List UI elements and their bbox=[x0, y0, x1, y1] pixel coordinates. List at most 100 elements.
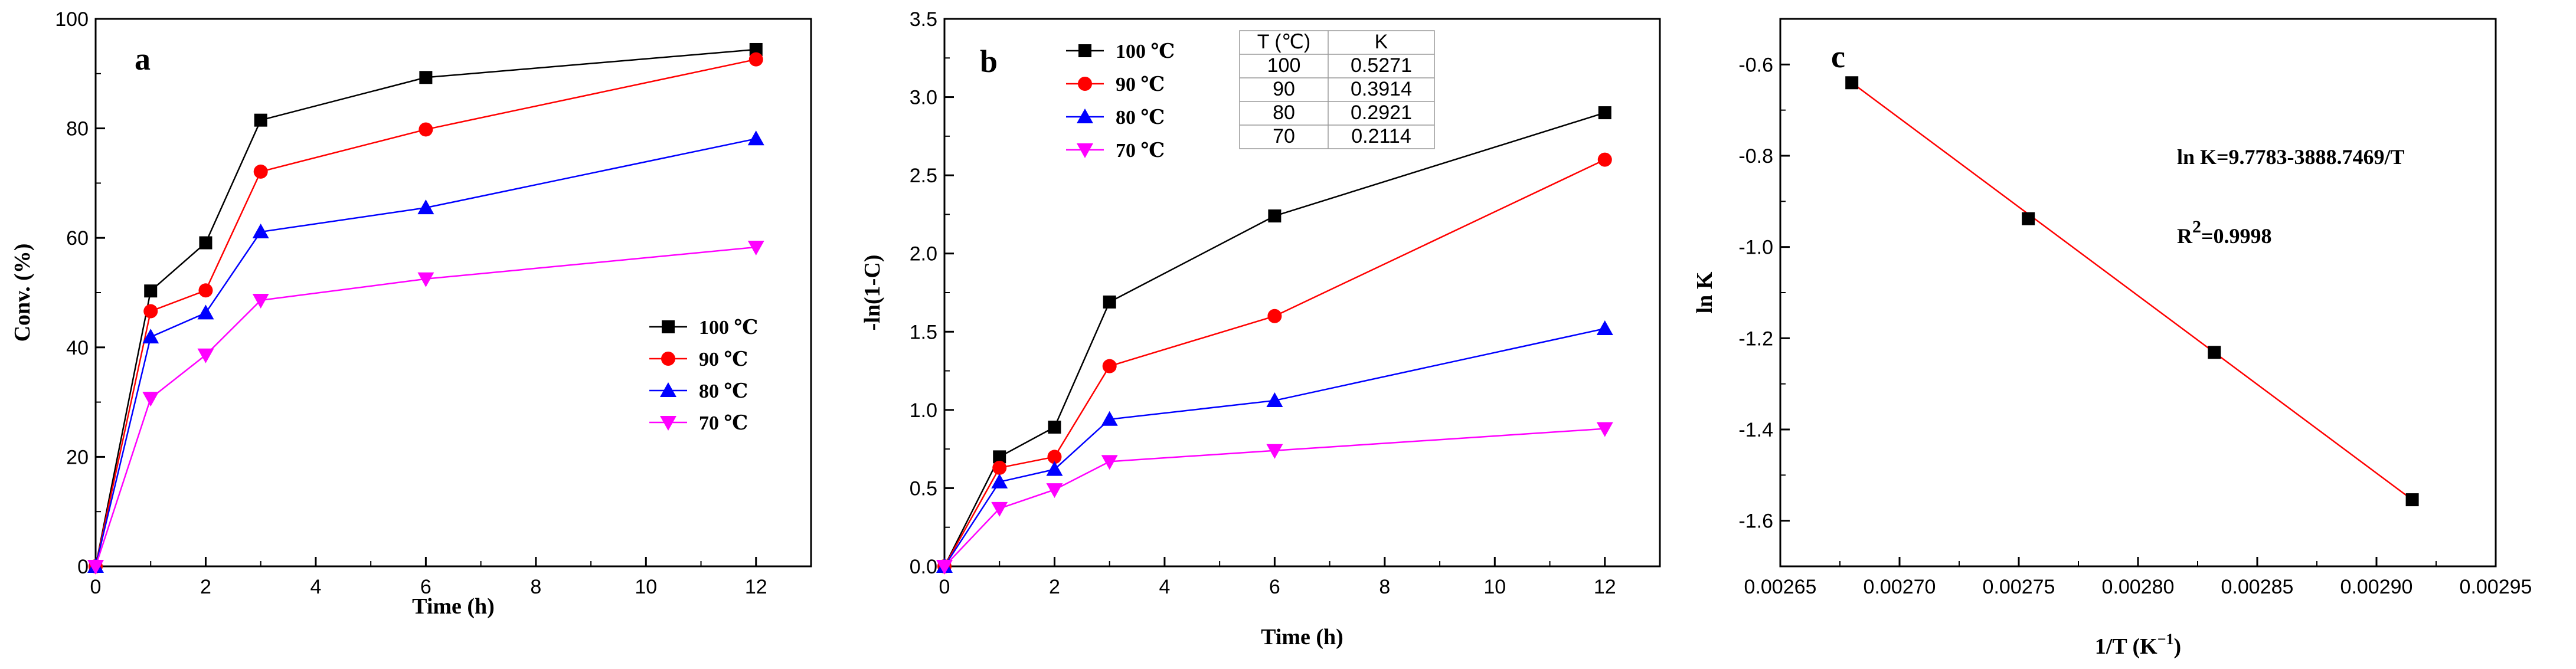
x-axis-title-a: Time (h) bbox=[412, 594, 495, 619]
data-point bbox=[1046, 483, 1063, 499]
y-tick-label: 80 bbox=[66, 118, 89, 140]
data-point bbox=[142, 329, 159, 344]
data-point bbox=[2208, 346, 2221, 359]
data-point bbox=[991, 501, 1008, 517]
data-point bbox=[142, 392, 159, 407]
table-cell: 70 bbox=[1273, 125, 1295, 147]
x-tick-label: 12 bbox=[745, 576, 767, 598]
y-tick-label: -1.4 bbox=[1738, 419, 1773, 441]
data-point bbox=[1845, 76, 1859, 90]
legend-label: 80 ℃ bbox=[1116, 107, 1165, 129]
data-point bbox=[144, 284, 158, 298]
data-point bbox=[198, 283, 213, 298]
table-cell: 80 bbox=[1273, 101, 1295, 124]
x-axis-title-b: Time (h) bbox=[1261, 625, 1343, 650]
y-tick-label: -0.6 bbox=[1738, 54, 1773, 76]
x-tick-label: 4 bbox=[1159, 576, 1170, 598]
data-point bbox=[417, 272, 434, 287]
panel-b: 0 2 4 6 8 10 12 0.0 0.5 1.0 1.5 2.0 2.5 3.0 3.5 b Time… bbox=[860, 8, 1661, 650]
series-line-0 bbox=[943, 112, 1606, 567]
data-point bbox=[1266, 392, 1283, 407]
x-tick-label: 0.00280 bbox=[2102, 576, 2175, 598]
legend-marker bbox=[1077, 109, 1093, 123]
data-point bbox=[419, 71, 433, 84]
r-squared: R2=0.9998 bbox=[2177, 217, 2272, 248]
x-tick-label: 0.00270 bbox=[1864, 576, 1936, 598]
x-tick-label: 0.00275 bbox=[1983, 576, 2055, 598]
data-point bbox=[1101, 411, 1118, 426]
table-cell: 0.2921 bbox=[1351, 101, 1412, 124]
x-tick-label: 0.00295 bbox=[2460, 576, 2532, 598]
data-point bbox=[1048, 421, 1061, 434]
fit-line bbox=[1851, 82, 2413, 501]
legend-label: 70 ℃ bbox=[699, 412, 748, 434]
data-point bbox=[143, 304, 158, 319]
legend-marker bbox=[661, 352, 675, 366]
y-tick-label: 0.0 bbox=[910, 556, 937, 578]
y-axis-title-c: ln K bbox=[1692, 271, 1717, 313]
x-tick-label: 6 bbox=[420, 576, 431, 598]
table-cell: 90 bbox=[1273, 78, 1295, 100]
panel-a: 0 2 4 6 8 10 12 0 20 40 60 80 100 a Time (h) Conv. (… bbox=[10, 8, 812, 619]
legend-marker bbox=[660, 382, 676, 397]
data-point bbox=[2405, 493, 2419, 507]
data-point bbox=[991, 473, 1008, 488]
data-point bbox=[749, 42, 763, 56]
table-cell: 0.5271 bbox=[1351, 54, 1412, 77]
y-tick-label: 3.0 bbox=[910, 87, 937, 109]
data-point bbox=[1267, 309, 1282, 323]
legend-marker bbox=[1077, 143, 1093, 158]
data-point bbox=[1598, 106, 1611, 120]
x-tick-label: 0.00285 bbox=[2221, 576, 2294, 598]
legend-label: 100 ℃ bbox=[1116, 41, 1175, 63]
legend-label: 100 ℃ bbox=[699, 317, 758, 339]
y-axis-title-a: Conv. (%) bbox=[10, 244, 35, 342]
legend-b: 100 ℃ 90 ℃ 80 ℃ 70 ℃ bbox=[1066, 41, 1175, 162]
table-frame bbox=[1239, 30, 1435, 149]
data-point bbox=[1101, 455, 1118, 470]
data-point bbox=[1268, 209, 1282, 223]
fit-equation: ln K=9.7783-3888.7469/T bbox=[2177, 145, 2405, 169]
x-tick-label: 0 bbox=[90, 576, 102, 598]
series-line-2 bbox=[943, 327, 1606, 567]
data-point bbox=[87, 560, 104, 575]
data-point bbox=[197, 304, 214, 320]
x-tick-label: 6 bbox=[1269, 576, 1280, 598]
x-tick-label: 10 bbox=[635, 576, 657, 598]
data-point bbox=[199, 236, 213, 250]
series-line-3 bbox=[944, 428, 1605, 567]
y-tick-label: 2.0 bbox=[910, 243, 937, 265]
plot-frame-c bbox=[1779, 18, 2497, 568]
data-point bbox=[254, 113, 267, 127]
panel-label-c: c bbox=[1831, 39, 1845, 74]
y-axis-title-b: -ln(1-C) bbox=[860, 255, 885, 331]
data-point bbox=[1266, 444, 1283, 459]
data-point bbox=[252, 293, 269, 309]
legend-label: 70 ℃ bbox=[1116, 140, 1165, 162]
x-tick-label: 0.00265 bbox=[1744, 576, 1817, 598]
y-tick-label: 2.5 bbox=[910, 165, 937, 187]
data-point bbox=[197, 348, 214, 363]
y-tick-label: 100 bbox=[55, 8, 89, 31]
table-cell: 100 bbox=[1267, 54, 1301, 77]
data-point bbox=[747, 130, 764, 146]
y-tick-label: 0.5 bbox=[910, 477, 937, 500]
data-point bbox=[1102, 359, 1117, 373]
data-point bbox=[1596, 320, 1613, 335]
data-point bbox=[748, 52, 763, 67]
data-point bbox=[253, 164, 268, 179]
table-cell: 0.2114 bbox=[1351, 125, 1411, 147]
legend-a: 100 ℃ 90 ℃ 80 ℃ 70 ℃ bbox=[649, 317, 758, 434]
data-point bbox=[417, 199, 434, 215]
y-tick-label: -1.0 bbox=[1738, 237, 1773, 259]
data-point bbox=[747, 240, 764, 255]
x-tick-label: 2 bbox=[200, 576, 211, 598]
y-tick-label: -1.6 bbox=[1738, 510, 1773, 533]
y-tick-label: 3.5 bbox=[910, 8, 937, 31]
y-tick-label: 0 bbox=[77, 556, 89, 578]
data-point bbox=[936, 560, 953, 575]
x-tick-label: 10 bbox=[1483, 576, 1506, 598]
series-line-2 bbox=[94, 138, 757, 567]
x-tick-label: 8 bbox=[1379, 576, 1390, 598]
x-tick-label: 12 bbox=[1594, 576, 1616, 598]
